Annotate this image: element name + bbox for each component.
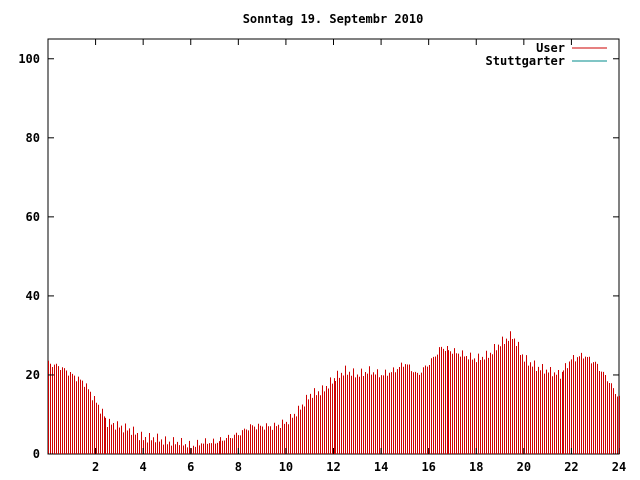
y-tick-label: 80 bbox=[26, 131, 40, 145]
legend-entry: Stuttgarter bbox=[486, 54, 607, 68]
legend-entry: User bbox=[536, 41, 607, 55]
y-tick-label: 0 bbox=[33, 447, 40, 461]
x-tick-label: 18 bbox=[469, 460, 483, 474]
legend-label: User bbox=[536, 41, 565, 55]
y-tick-label: 60 bbox=[26, 210, 40, 224]
y-tick-label: 20 bbox=[26, 368, 40, 382]
x-tick-label: 14 bbox=[374, 460, 388, 474]
x-tick-label: 8 bbox=[235, 460, 242, 474]
plot-frame bbox=[47, 38, 620, 455]
y-tick-label: 100 bbox=[18, 52, 40, 66]
x-tick-label: 16 bbox=[421, 460, 435, 474]
x-tick-label: 10 bbox=[279, 460, 293, 474]
legend-label: Stuttgarter bbox=[486, 54, 565, 68]
x-tick-label: 6 bbox=[187, 460, 194, 474]
y-tick-label: 40 bbox=[26, 289, 40, 303]
x-tick-label: 4 bbox=[140, 460, 147, 474]
chart-title: Sonntag 19. Septembr 2010 bbox=[243, 12, 424, 26]
x-tick-label: 12 bbox=[326, 460, 340, 474]
x-tick-label: 20 bbox=[517, 460, 531, 474]
x-tick-label: 2 bbox=[92, 460, 99, 474]
x-tick-label: 24 bbox=[612, 460, 626, 474]
x-tick-label: 22 bbox=[564, 460, 578, 474]
series-user bbox=[48, 331, 620, 454]
